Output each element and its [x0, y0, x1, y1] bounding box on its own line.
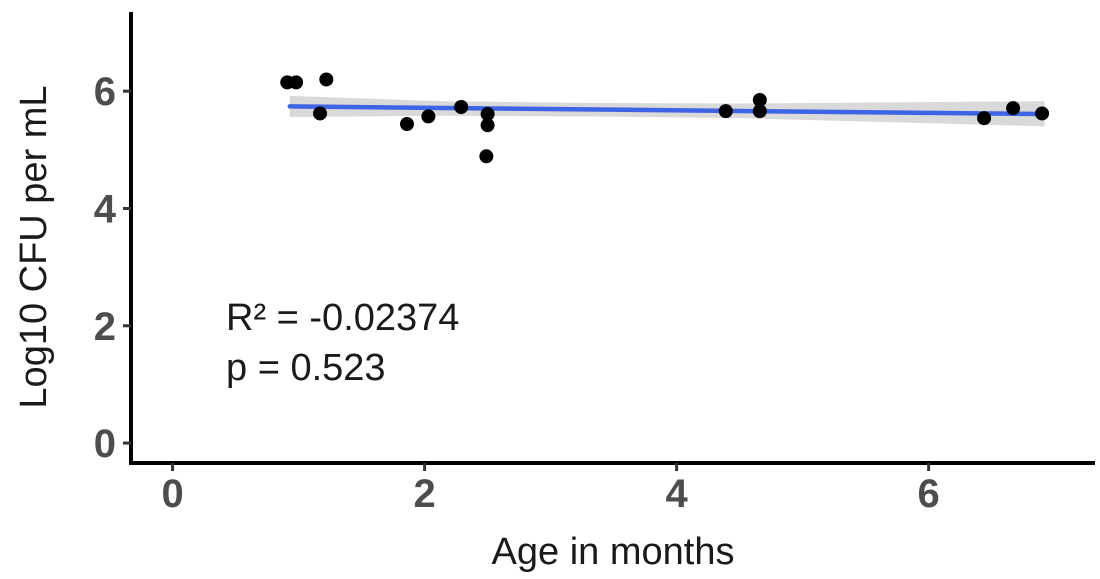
data-point	[319, 72, 334, 87]
data-point	[479, 149, 494, 164]
label-layer: Age in months Log10 CFU per mL R² = -0.0…	[13, 85, 734, 573]
tick-layer: 0 2 4 6 0 2 4 6	[94, 70, 940, 516]
data-point	[1035, 106, 1050, 121]
x-axis-title: Age in months	[492, 531, 735, 573]
data-point	[480, 107, 495, 122]
data-point	[313, 106, 328, 121]
y-axis-title: Log10 CFU per mL	[13, 85, 55, 408]
data-point	[752, 92, 767, 107]
data-point	[421, 109, 436, 124]
data-point	[977, 111, 992, 126]
regression-line-layer	[287, 104, 1047, 117]
data-point	[1006, 101, 1021, 116]
x-tick-label: 6	[918, 472, 940, 516]
x-tick-label: 0	[161, 472, 183, 516]
regression-line	[287, 104, 1047, 117]
data-point	[289, 75, 304, 90]
y-tick-label: 4	[94, 187, 117, 231]
data-points-layer	[280, 72, 1050, 164]
y-tick-label: 0	[94, 422, 116, 466]
data-point	[718, 104, 733, 119]
y-tick-label: 6	[94, 70, 116, 114]
y-tick-label: 2	[94, 305, 116, 349]
data-point	[399, 117, 414, 132]
data-point	[752, 104, 767, 119]
annotation-p-value: p = 0.523	[226, 347, 386, 389]
data-point	[454, 100, 469, 115]
axes-layer	[129, 12, 1095, 465]
x-tick-label: 2	[413, 472, 435, 516]
x-tick-label: 4	[666, 472, 689, 516]
annotation-r-squared: R² = -0.02374	[226, 297, 459, 339]
data-point	[480, 118, 495, 133]
